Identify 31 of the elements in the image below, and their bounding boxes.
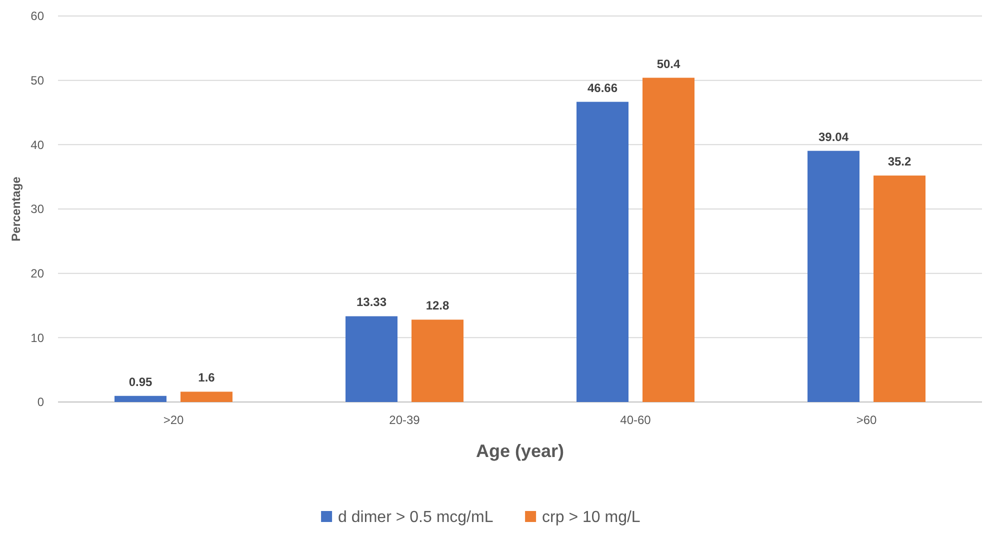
data-label: 0.95 [128,374,152,389]
data-label: 35.2 [888,154,912,169]
y-tick-label: 30 [30,202,44,216]
bar [808,150,860,402]
data-label: 50.4 [656,56,680,71]
x-tick-label: 40-60 [620,413,652,427]
y-tick-label: 10 [30,330,44,345]
bar [180,392,232,402]
data-label: 12.8 [426,298,450,313]
bar [346,316,398,402]
bar [114,396,166,402]
y-tick-label: 60 [30,9,44,24]
y-tick-label: 50 [30,74,44,88]
bar [412,320,464,402]
data-label: 1.6 [198,370,216,385]
legend-label: d dimer > 0.5 mcg/mL [338,509,494,526]
data-label: 13.33 [356,295,387,310]
y-tick-label: 40 [30,138,44,152]
x-tick-label: >20 [163,413,184,427]
bar [576,102,628,402]
bar [874,176,926,402]
data-label: 39.04 [818,130,849,144]
bar [642,78,694,402]
legend-label: crp > 10 mg/L [542,509,640,526]
x-tick-label: 20-39 [389,413,420,427]
y-axis-title: Percentage [9,176,23,242]
y-tick-label: 0 [37,395,44,410]
data-label: 46.66 [587,80,618,95]
y-tick-label: 20 [30,266,44,281]
x-axis-title: Age (year) [476,441,564,461]
x-tick-label: >60 [856,413,877,427]
